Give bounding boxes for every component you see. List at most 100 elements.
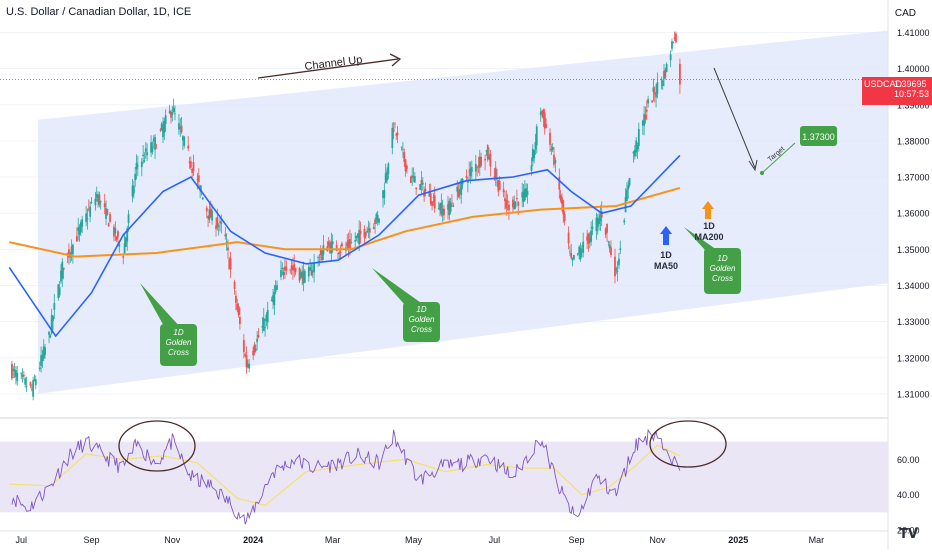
candle-body [653,92,656,95]
candle-body [628,178,631,186]
candle-body [562,200,565,215]
candle-body [162,125,164,138]
candle-body [384,173,387,183]
ma200-line [9,186,681,258]
candle-body [265,314,268,321]
candle-body [87,208,90,210]
candle-body [298,267,301,281]
candle-body [273,292,276,306]
candle-body [90,202,93,203]
candle-body [476,167,479,168]
candle-body [346,242,349,247]
candle-body [58,287,61,296]
candle-body [22,374,25,377]
candle-body [219,221,221,223]
candle-body [246,363,249,368]
candle-body [396,132,399,135]
candle-body [439,203,441,211]
candle-body [113,226,115,237]
candle-body [285,266,288,271]
candle-body [62,267,65,271]
candle-body [280,270,282,278]
candle-body [33,379,36,381]
candle-body [470,167,473,172]
candle-body [456,186,459,192]
candle-body [327,241,330,246]
candle-body [182,136,184,141]
channel-arrow-line [257,58,399,79]
price-tick-label: 1.35000 [897,245,930,255]
candle-body [136,165,139,167]
candle-body [448,200,451,216]
candle-body [477,165,480,167]
golden-cross-3-box [704,248,741,294]
candle-body [272,295,274,303]
candle-body [228,258,231,270]
candle-body [459,189,461,193]
candle-body [50,315,53,334]
candle-body [15,370,17,378]
candle-body [366,230,369,233]
candle-body [502,189,505,193]
candle-body [99,201,102,203]
candle-body [134,173,137,181]
candle-body [664,69,667,78]
candle-body [227,247,229,251]
candle-body [590,230,593,242]
candle-body [554,160,557,164]
candle-body [364,232,367,236]
candle-body [498,181,501,191]
candle-body [578,246,581,254]
candle-body [626,189,628,201]
channel-up-label: Channel Up [304,54,363,73]
candle-body [253,344,256,353]
candle-body [441,208,444,216]
candle-body [183,136,186,146]
candle-body [618,258,620,266]
candle-body [276,285,278,290]
time-tick-label: May [405,535,423,545]
golden-cross-1-text: 1D [173,328,183,337]
candle-body [40,355,42,366]
candle-body [354,239,357,242]
candle-body [433,195,436,209]
candle-body [309,266,312,271]
candle-body [144,148,147,152]
candle-body [211,210,213,221]
candle-body [375,213,378,220]
candle-body [11,363,13,379]
candle-body [131,185,134,197]
candle-body [419,184,422,190]
candle-body [77,227,80,231]
candle-body [180,125,183,133]
candle-body [172,107,175,113]
candle-body [117,231,119,237]
candle-body [586,236,589,241]
candle-body [356,233,359,238]
candle-body [107,223,110,227]
ma200-label-a: 1D [703,221,715,231]
candle-body [534,142,537,150]
candle-body [207,215,209,219]
candle-body [523,188,526,201]
candle-body [358,229,361,245]
candle-body [600,211,603,218]
candle-body [229,258,232,270]
candle-body [81,219,84,227]
candle-body [350,242,353,244]
golden-cross-2-box [403,302,440,342]
candle-body [257,334,260,338]
candle-body [49,335,52,338]
rsi-divergence-ellipse-1 [118,420,196,472]
candle-body [20,373,23,375]
golden-cross-2-text: Cross [411,325,432,334]
golden-cross-1-text: Golden [166,338,192,347]
candle-body [489,154,492,167]
candle-body [179,126,182,129]
candle-body [29,382,32,386]
candle-body [205,207,208,212]
candle-body [608,245,611,249]
candle-body [531,148,534,162]
